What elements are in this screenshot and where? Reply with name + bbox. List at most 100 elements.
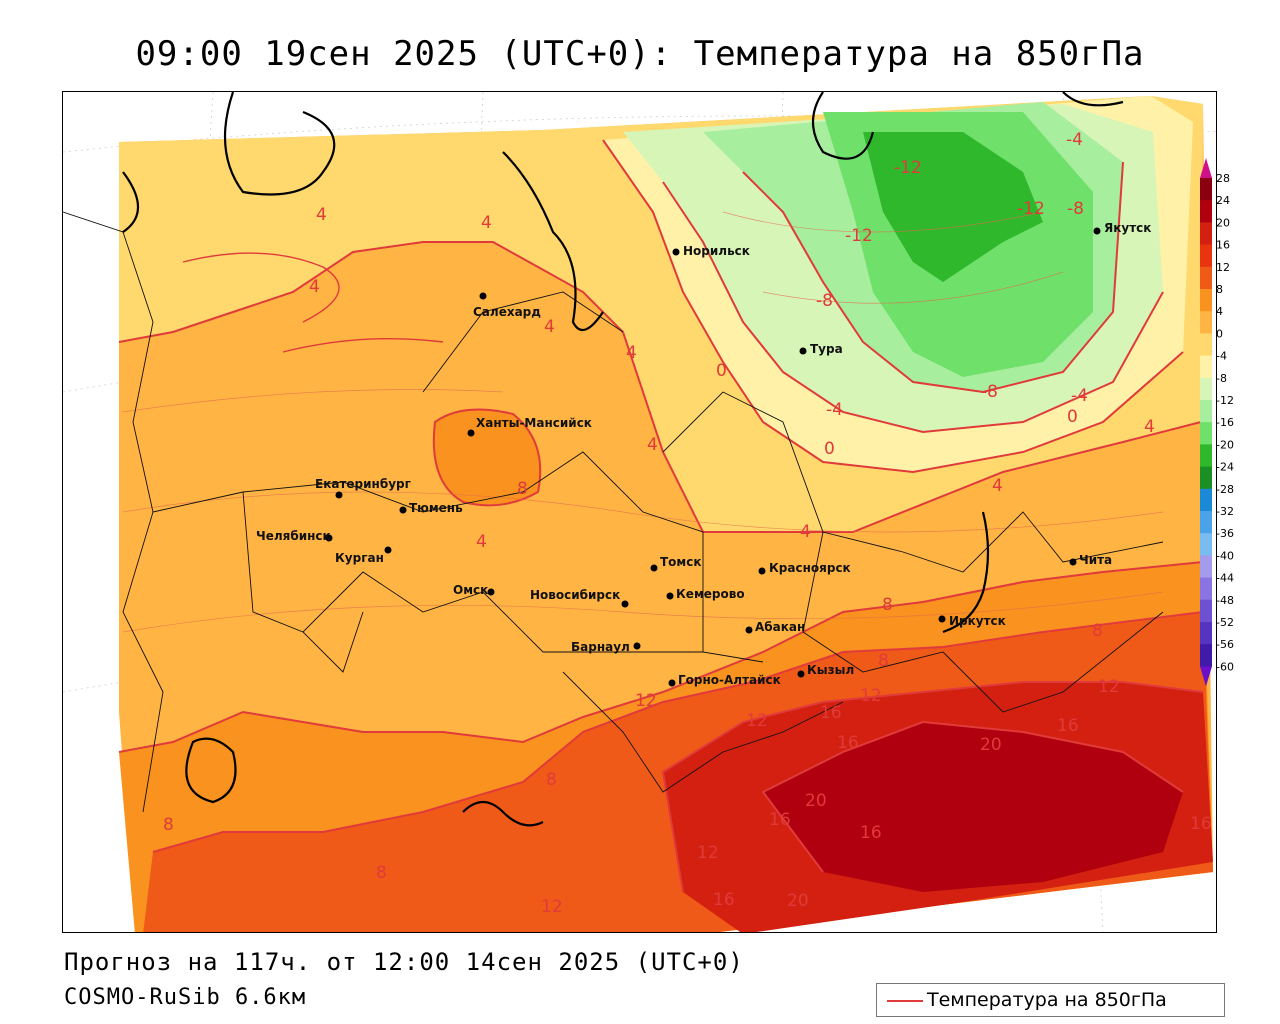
svg-text:4: 4	[1144, 417, 1155, 437]
city-kyzyl[interactable]: Кызыл	[797, 663, 855, 678]
svg-text:12: 12	[860, 686, 882, 706]
scale-tick-label: 0	[1216, 327, 1223, 340]
svg-text:8: 8	[517, 479, 528, 499]
svg-text:20: 20	[787, 891, 809, 911]
scale-tick-label: -32	[1216, 505, 1234, 518]
svg-text:4: 4	[544, 317, 555, 337]
scale-tick-label: -12	[1216, 394, 1234, 407]
svg-text:4: 4	[476, 532, 487, 552]
svg-text:16: 16	[820, 703, 842, 723]
scale-swatch	[1200, 311, 1212, 334]
scale-bottom-arrow	[1200, 666, 1212, 687]
svg-text:Курган: Курган	[335, 551, 384, 565]
city-chelyabinsk[interactable]: Челябинск	[256, 529, 333, 543]
zone-neg20-neg16	[863, 132, 1043, 282]
svg-text:8: 8	[546, 770, 557, 790]
scale-tick-label: -56	[1216, 638, 1234, 651]
scale-swatch	[1200, 377, 1212, 401]
svg-text:-12: -12	[845, 226, 873, 246]
scale-tick-label: -4	[1216, 350, 1227, 363]
scale-tick-label: -24	[1216, 461, 1234, 474]
city-khanty-mansiysk[interactable]: Ханты-Мансийск	[467, 416, 592, 437]
scale-tick-label: 16	[1216, 239, 1230, 252]
svg-text:-4: -4	[1071, 386, 1088, 406]
scale-swatch	[1200, 244, 1212, 268]
svg-text:4: 4	[309, 277, 320, 297]
city-tura[interactable]: Тура	[799, 342, 843, 356]
svg-text:8: 8	[376, 863, 387, 883]
city-abakan[interactable]: Абакан	[745, 620, 806, 634]
scale-swatch	[1200, 577, 1212, 601]
svg-text:Норильск: Норильск	[683, 244, 750, 258]
city-novosibirsk[interactable]: Новосибирск	[530, 588, 629, 608]
scale-tick-label: -48	[1216, 594, 1234, 607]
svg-text:4: 4	[800, 522, 811, 542]
scale-tick-label: -60	[1216, 660, 1234, 673]
svg-text:8: 8	[882, 595, 893, 615]
city-salekhard[interactable]: Салехард	[473, 292, 541, 320]
svg-text:16: 16	[860, 823, 882, 843]
scale-swatch	[1200, 333, 1212, 357]
city-yakutsk[interactable]: Якутск	[1093, 221, 1152, 235]
svg-text:4: 4	[316, 205, 327, 225]
scale-swatch	[1200, 400, 1212, 423]
svg-text:16: 16	[1190, 814, 1212, 834]
map-panel[interactable]: Норильск Якутск Салехард Тура Ханты-Манс…	[62, 91, 1217, 933]
svg-text:Томск: Томск	[660, 555, 702, 569]
scale-swatch	[1200, 488, 1212, 512]
svg-text:8: 8	[878, 651, 889, 671]
city-barnaul[interactable]: Барнаул	[571, 640, 641, 654]
svg-text:Новосибирск: Новосибирск	[530, 588, 620, 602]
zone-20-24	[763, 722, 1183, 892]
svg-text:0: 0	[824, 439, 835, 459]
svg-text:Якутск: Якутск	[1104, 221, 1151, 235]
svg-text:-4: -4	[826, 400, 843, 420]
boundaries	[63, 211, 1164, 813]
city-krasnoyarsk[interactable]: Красноярск	[758, 561, 851, 575]
svg-text:Барнаул: Барнаул	[571, 640, 630, 654]
svg-text:Тура: Тура	[810, 342, 843, 356]
svg-text:12: 12	[541, 897, 563, 917]
svg-text:Кемерово: Кемерово	[676, 587, 745, 601]
model-name: COSMO-RuSib 6.6км	[64, 985, 307, 1010]
svg-text:4: 4	[626, 343, 637, 363]
svg-text:20: 20	[805, 791, 827, 811]
scale-tick-label: -20	[1216, 438, 1234, 451]
scale-swatch	[1200, 178, 1212, 201]
svg-text:16: 16	[769, 810, 791, 830]
city-chita[interactable]: Чита	[1069, 553, 1113, 567]
scale-swatch	[1200, 444, 1212, 468]
city-gorno-altaysk[interactable]: Горно-Алтайск	[668, 673, 781, 687]
svg-text:0: 0	[716, 361, 727, 381]
svg-text:-12: -12	[1017, 199, 1045, 219]
page-title: 09:00 19сен 2025 (UTC+0): Температура на…	[135, 34, 1145, 74]
coastlines	[122, 92, 1124, 827]
svg-text:8: 8	[1092, 621, 1103, 641]
temperature-map[interactable]: Норильск Якутск Салехард Тура Ханты-Манс…	[63, 92, 1217, 933]
legend-line-swatch	[887, 1000, 923, 1002]
legend-box: Температура на 850гПа	[876, 983, 1225, 1017]
svg-text:0: 0	[1067, 407, 1078, 427]
city-tomsk[interactable]: Томск	[650, 555, 702, 572]
svg-text:4: 4	[992, 476, 1003, 496]
scale-swatch	[1200, 289, 1212, 312]
city-norilsk[interactable]: Норильск	[672, 244, 750, 258]
thin-contours	[122, 211, 1164, 633]
city-irkutsk[interactable]: Иркутск	[938, 614, 1006, 628]
scale-swatch	[1200, 422, 1212, 445]
svg-text:16: 16	[837, 733, 859, 753]
city-kemerovo[interactable]: Кемерово	[666, 587, 745, 601]
svg-text:Кызыл: Кызыл	[807, 663, 854, 677]
scale-swatch	[1200, 622, 1212, 645]
svg-text:4: 4	[647, 435, 658, 455]
svg-text:Абакан: Абакан	[755, 620, 805, 634]
svg-text:12: 12	[1098, 677, 1120, 697]
city-tyumen[interactable]: Тюмень	[399, 501, 464, 515]
scale-swatch	[1200, 200, 1212, 223]
scale-swatch	[1200, 511, 1212, 534]
city-yekaterinburg[interactable]: Екатеринбург	[315, 477, 411, 499]
city-kurgan[interactable]: Курган	[335, 546, 392, 566]
svg-text:12: 12	[697, 843, 719, 863]
city-omsk[interactable]: Омск	[453, 583, 495, 597]
scale-tick-label: 8	[1216, 283, 1223, 296]
